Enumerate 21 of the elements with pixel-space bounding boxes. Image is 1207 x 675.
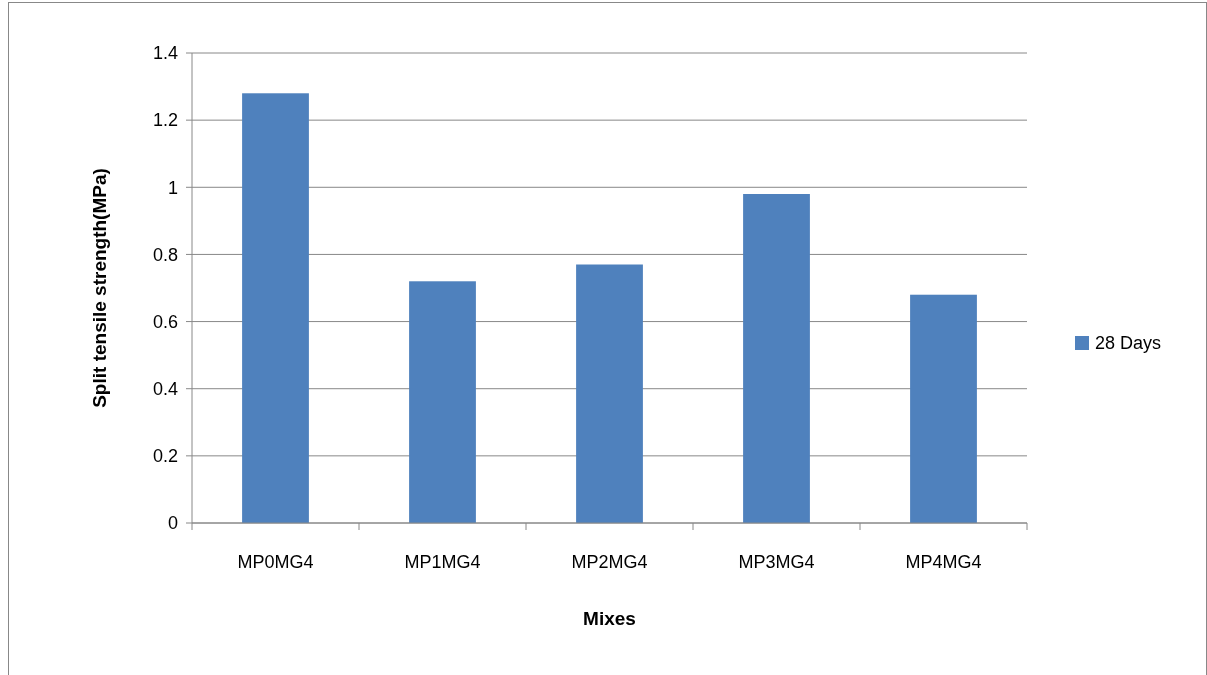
x-tick-label: MP2MG4: [571, 552, 648, 572]
y-tick-label: 0.6: [152, 311, 178, 332]
y-axis-title: Split tensile strength(MPa): [89, 168, 110, 408]
y-tick-label: 1.4: [152, 43, 178, 64]
y-tick-label: 1.2: [152, 110, 178, 131]
bar: [743, 194, 810, 523]
x-tick-label: MP3MG4: [738, 552, 815, 572]
x-tick-label: MP4MG4: [905, 552, 982, 572]
bar: [910, 294, 977, 523]
bar: [242, 93, 309, 523]
bar: [409, 281, 476, 523]
y-tick-label: 0.4: [152, 379, 178, 400]
x-tick-label: MP1MG4: [404, 552, 481, 572]
y-tick-label: 0.2: [152, 446, 178, 467]
y-tick-label: 1: [167, 177, 178, 198]
legend-label: 28 Days: [1095, 333, 1162, 354]
bar: [576, 264, 643, 523]
y-tick-label: 0: [167, 513, 178, 534]
y-tick-label: 0.8: [152, 244, 178, 265]
x-axis-title: Mixes: [583, 608, 636, 629]
x-tick-label: MP0MG4: [237, 552, 314, 572]
